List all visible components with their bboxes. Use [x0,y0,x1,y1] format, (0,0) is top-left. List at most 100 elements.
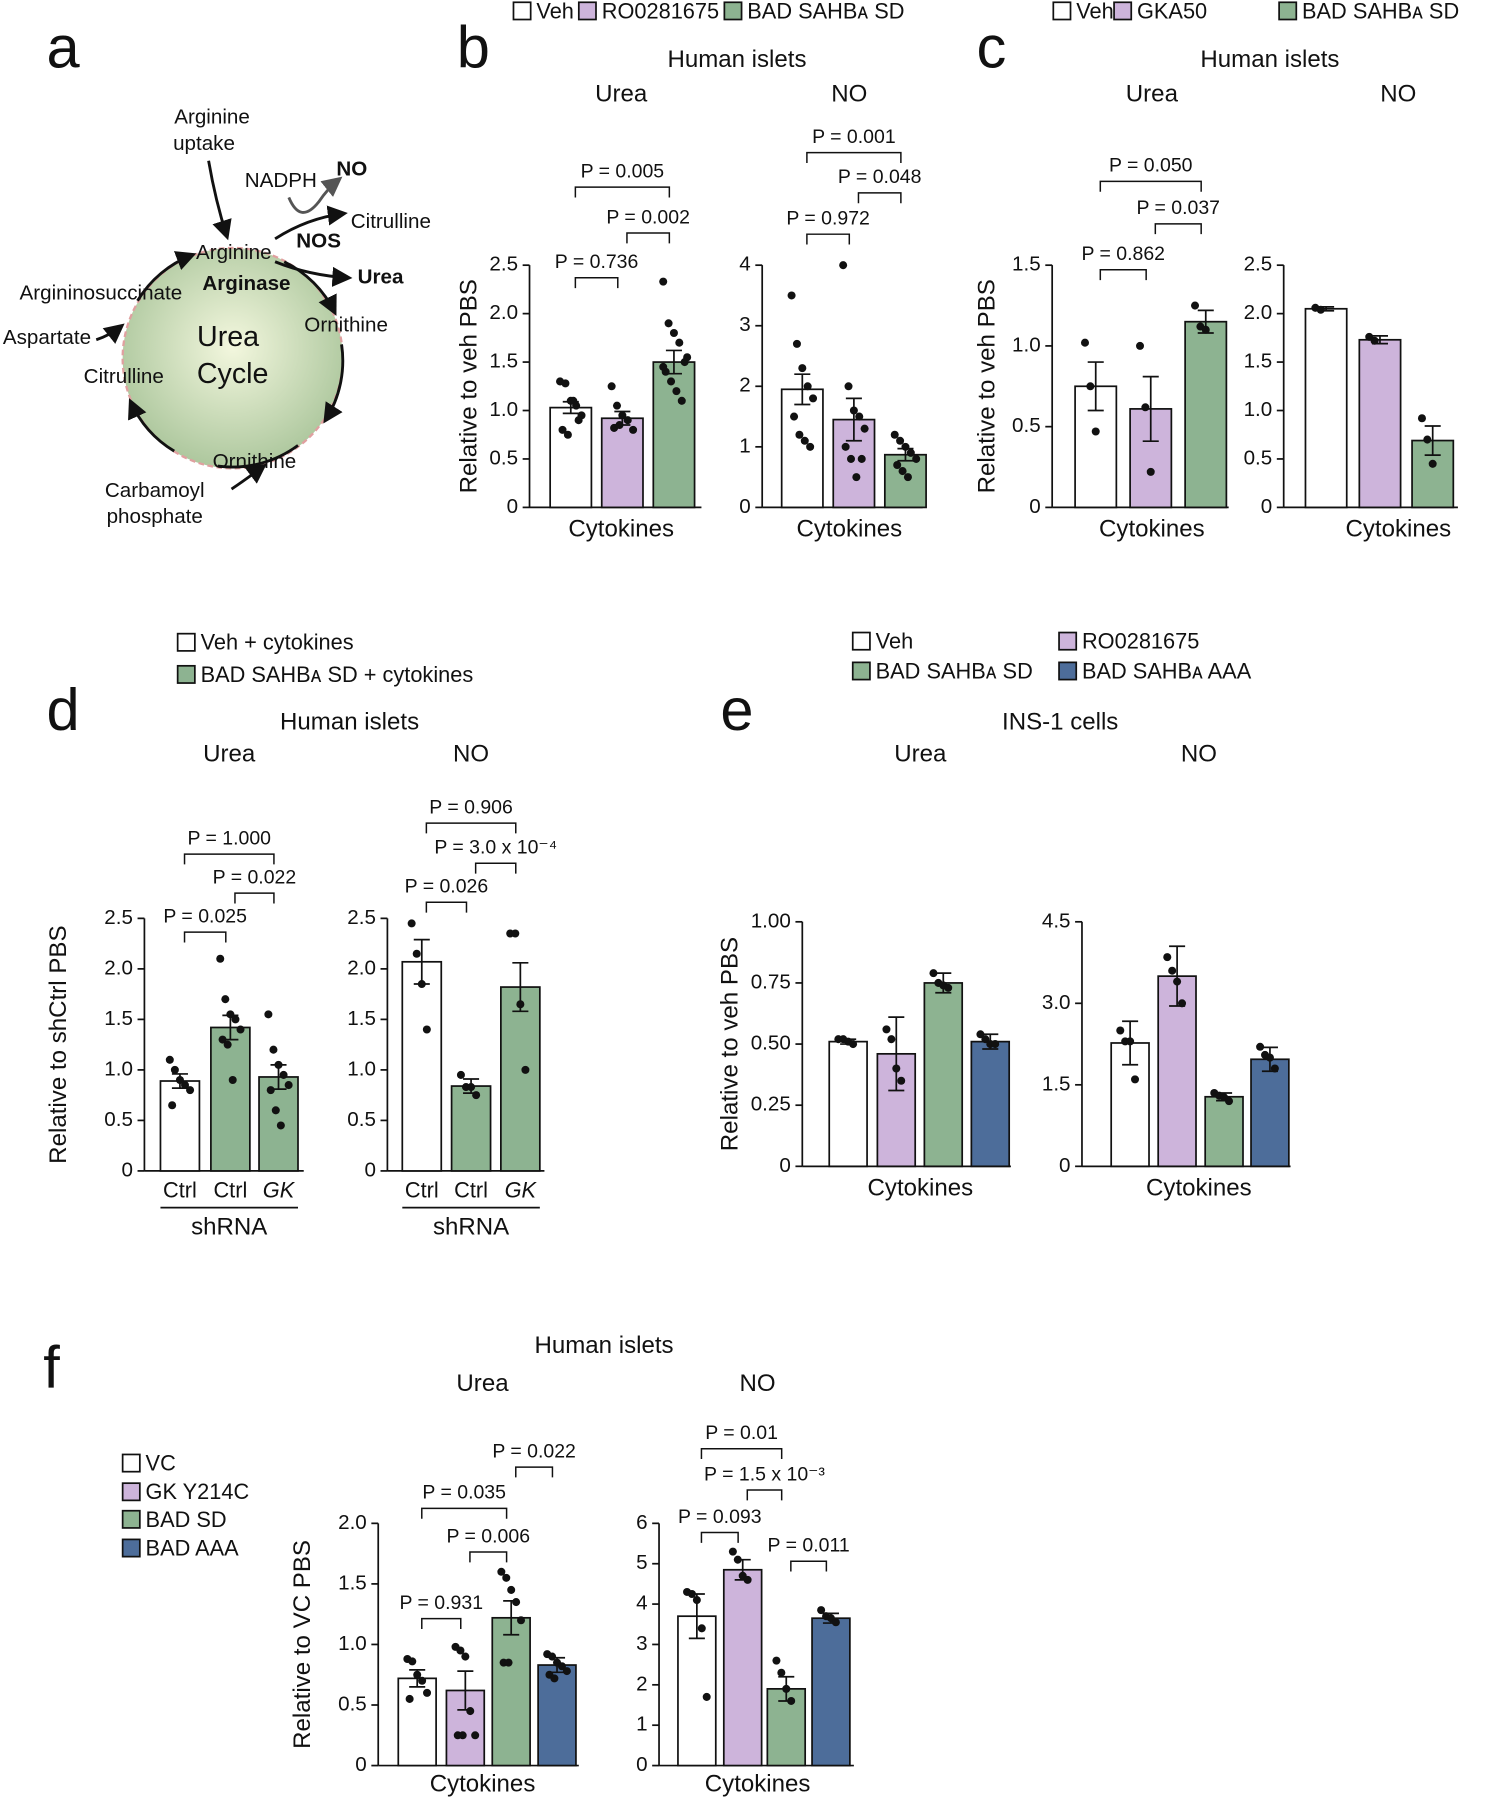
legend-swatch [121,1453,141,1473]
significance-bracket [806,151,902,164]
significance-bracket [746,1489,783,1501]
p-value: P = 0.01 [705,1422,778,1444]
x-axis-label: Cytokines [1099,516,1205,543]
bar [500,986,541,1172]
legend-label: VC [146,1451,176,1476]
significance-bracket [806,233,851,245]
data-point [561,379,570,388]
legend-swatch [121,1509,141,1529]
legend-swatch [121,1538,141,1558]
urea-cycle-diagram [95,160,353,491]
data-point [562,1667,571,1676]
data-point [511,929,520,938]
bar [491,1616,531,1767]
significance-bracket [574,277,619,289]
x-axis-label: Cytokines [430,1770,536,1797]
y-axis-label: Relative to veh PBS [717,937,744,1151]
y-tick-label: 0.5 [489,446,518,469]
legend-label: BAD SAHBᴀ SD [1302,0,1459,23]
panel-letter: a [46,13,80,80]
significance-bracket [857,192,902,204]
y-tick-label: 0.5 [347,1108,376,1131]
data-point [517,1616,526,1625]
bar [811,1617,851,1767]
data-point [849,406,858,415]
y-tick-label: 1 [739,434,750,457]
y-tick-label: 1.0 [1012,333,1041,356]
data-point [1265,1053,1274,1062]
bar [780,388,824,509]
chart-title: Urea [456,1370,509,1397]
diagram-label: Urea [358,265,404,288]
y-tick-label: 4 [636,1592,647,1615]
data-point [417,980,426,989]
data-point [903,473,912,482]
y-tick-label: 5 [636,1551,647,1574]
data-point [898,467,907,476]
y-tick-label: 1.00 [751,909,791,932]
y-tick-label: 2.0 [104,956,133,979]
bar [722,1568,763,1767]
diagram-label: Urea [197,321,259,353]
legend-swatch [176,664,196,684]
legend-swatch [723,1,743,21]
data-point [1131,1075,1140,1084]
data-point [1168,966,1177,975]
data-point [887,1035,896,1044]
bar [600,417,644,509]
data-point [607,382,616,391]
data-point [269,1045,278,1054]
data-point [472,1091,481,1100]
chart-title: Urea [894,741,947,768]
data-point [976,1030,985,1039]
chart-title: Urea [1126,81,1179,108]
p-value: P = 0.011 [768,1534,850,1556]
chart-title: NO [1380,81,1416,108]
data-point [667,377,676,386]
data-point [1191,301,1200,310]
p-value: P = 1.000 [187,827,271,849]
data-point [798,364,807,373]
data-point [456,1070,465,1079]
data-point [612,401,622,410]
data-point [906,448,915,457]
data-point [901,442,910,451]
data-point [1086,382,1095,391]
data-point [407,919,416,928]
bar [401,960,443,1172]
y-tick-label: 1 [636,1713,647,1736]
p-value: P = 0.972 [786,207,870,229]
panel-letter: e [720,676,753,743]
y-axis-label: Relative to shCtrl PBS [45,925,72,1163]
data-point [507,1585,516,1594]
data-point [284,1081,293,1090]
data-point [777,1668,786,1677]
significance-bracket [234,892,275,904]
data-point [897,1076,906,1085]
error-bar [845,397,862,442]
data-point [672,387,681,396]
data-point [558,425,567,434]
legend-swatch [1052,1,1072,21]
data-point [170,1065,179,1074]
data-point [675,338,684,347]
data-point [669,328,678,338]
data-point [772,1656,781,1665]
data-point [231,1015,240,1024]
bar [1304,307,1348,509]
bar [1358,338,1402,509]
p-value: P = 0.026 [405,876,489,898]
y-tick-label: 2.0 [347,956,376,979]
y-tick-label: 0 [1029,495,1040,518]
data-point [1417,414,1426,423]
chart-title: Urea [595,81,648,108]
chart-title: Urea [203,741,256,768]
p-value: P = 0.037 [1136,197,1220,219]
significance-bracket [574,186,671,198]
data-point [782,1684,791,1693]
data-point [271,1106,280,1115]
chart-title: NO [453,741,489,768]
y-tick-label: 2.5 [489,253,518,276]
data-point [896,436,905,445]
